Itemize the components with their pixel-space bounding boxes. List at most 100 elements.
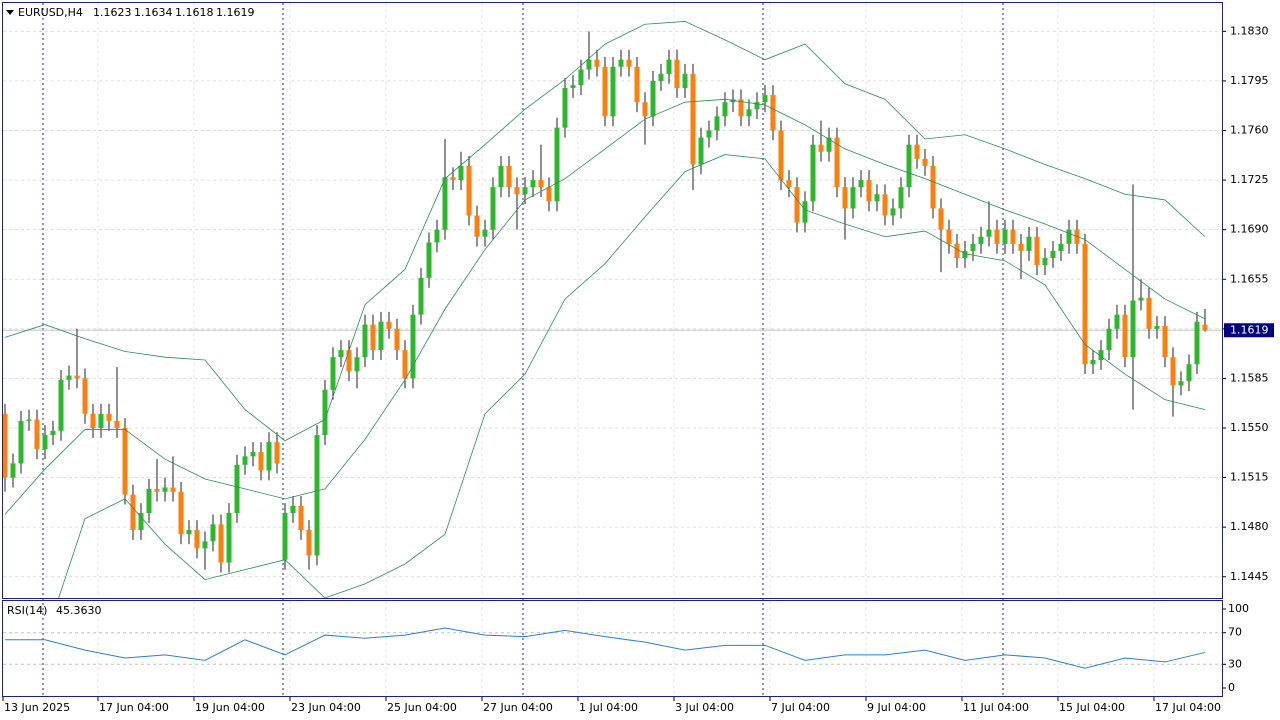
candle-body — [1106, 328, 1112, 351]
candle-body — [274, 442, 280, 464]
candle-body — [562, 88, 568, 128]
candle-body — [298, 505, 304, 530]
candle-body — [354, 357, 360, 372]
candle-body — [466, 165, 472, 216]
candle-body — [154, 488, 160, 492]
candle-body — [290, 505, 296, 513]
candle-body — [1026, 236, 1032, 251]
candle-body — [850, 187, 856, 209]
candle-body — [226, 513, 232, 563]
candle-body — [882, 194, 888, 216]
y-tick-label: 1.1760 — [1230, 124, 1269, 137]
candle-body — [162, 487, 168, 492]
x-tick-label: 7 Jul 04:00 — [771, 701, 830, 714]
candle-body — [402, 350, 408, 379]
candle-body — [802, 201, 808, 223]
candle-body — [386, 321, 392, 329]
candle-body — [330, 357, 336, 390]
candle-body — [42, 435, 48, 450]
candle-body — [682, 73, 688, 88]
x-tick-label: 25 Jun 04:00 — [387, 701, 457, 714]
candle-body — [658, 73, 664, 81]
candle-body — [594, 59, 600, 67]
candle-body — [818, 144, 824, 152]
candle-body — [490, 187, 496, 230]
rsi-pane — [5, 627, 1206, 669]
candle-body — [738, 99, 744, 117]
candle-body — [698, 137, 704, 165]
candle-body — [1010, 229, 1016, 244]
candle-body — [874, 194, 880, 202]
y-tick-label: 1.1480 — [1230, 520, 1269, 533]
rsi-value: 45.3630 — [56, 604, 102, 617]
low-value: 1.1618 — [175, 6, 214, 19]
candle-body — [194, 530, 200, 549]
candle-body — [1018, 243, 1024, 251]
candle-body — [858, 180, 864, 188]
y-tick-label: 1.1690 — [1230, 223, 1269, 236]
candle-body — [626, 59, 632, 67]
candle-body — [970, 243, 976, 251]
candle-body — [34, 419, 40, 450]
candle-body — [674, 59, 680, 88]
y-tick-label: 1.1515 — [1230, 471, 1269, 484]
y-tick-label: 1.1830 — [1230, 24, 1269, 37]
candle-body — [1162, 326, 1168, 358]
candle-body — [146, 488, 152, 513]
candle-body — [66, 375, 72, 380]
x-tick-label: 17 Jul 04:00 — [1155, 701, 1221, 714]
candle-body — [114, 420, 120, 428]
candle-body — [3, 413, 8, 478]
close-value: 1.1619 — [216, 6, 255, 19]
candle-body — [266, 442, 272, 471]
candle-body — [1154, 326, 1160, 329]
candle-body — [250, 452, 256, 457]
candle-body — [90, 413, 96, 428]
candle-body — [258, 452, 264, 471]
candle-body — [1002, 229, 1008, 244]
candle-body — [242, 456, 248, 465]
candle-body — [130, 494, 136, 530]
candle-body — [610, 66, 616, 117]
rsi-line — [5, 627, 1206, 669]
candle-body — [314, 435, 320, 556]
candle-body — [842, 187, 848, 209]
x-tick-label: 17 Jun 04:00 — [99, 701, 169, 714]
candle-body — [770, 95, 776, 131]
price-frame — [2, 2, 1223, 599]
candle-body — [946, 229, 952, 244]
candle-body — [978, 236, 984, 244]
candle-body — [1186, 364, 1192, 382]
candle-body — [1098, 350, 1104, 360]
candle-body — [498, 165, 504, 188]
candle-body — [218, 524, 224, 563]
x-tick-label: 3 Jul 04:00 — [675, 701, 734, 714]
candle-body — [74, 375, 80, 379]
candle-body — [666, 59, 672, 74]
x-tick-label: 19 Jun 04:00 — [195, 701, 265, 714]
candle-body — [186, 530, 192, 535]
candle-body — [1170, 357, 1176, 386]
candle-body — [794, 187, 800, 223]
candle-body — [514, 187, 520, 195]
candle-body — [138, 513, 144, 530]
y-tick-label: 1.1550 — [1230, 421, 1269, 434]
price-pane — [3, 21, 1208, 598]
candle-body — [306, 530, 312, 556]
candle-body — [762, 95, 768, 103]
rsi-tick-label: 70 — [1228, 626, 1242, 639]
candle-body — [530, 180, 536, 188]
candle-body — [122, 428, 128, 495]
open-value: 1.1623 — [93, 6, 132, 19]
candle-body — [898, 187, 904, 209]
candle-body — [1066, 229, 1072, 244]
x-tick-label: 15 Jul 04:00 — [1059, 701, 1125, 714]
candle-body — [914, 144, 920, 159]
candle-body — [346, 350, 352, 372]
candle-body — [202, 541, 208, 549]
candle-body — [234, 464, 240, 513]
collapse-arrow[interactable] — [6, 10, 14, 15]
candle-body — [26, 419, 32, 421]
candle-body — [1082, 243, 1088, 365]
x-tick-label: 9 Jul 04:00 — [867, 701, 926, 714]
